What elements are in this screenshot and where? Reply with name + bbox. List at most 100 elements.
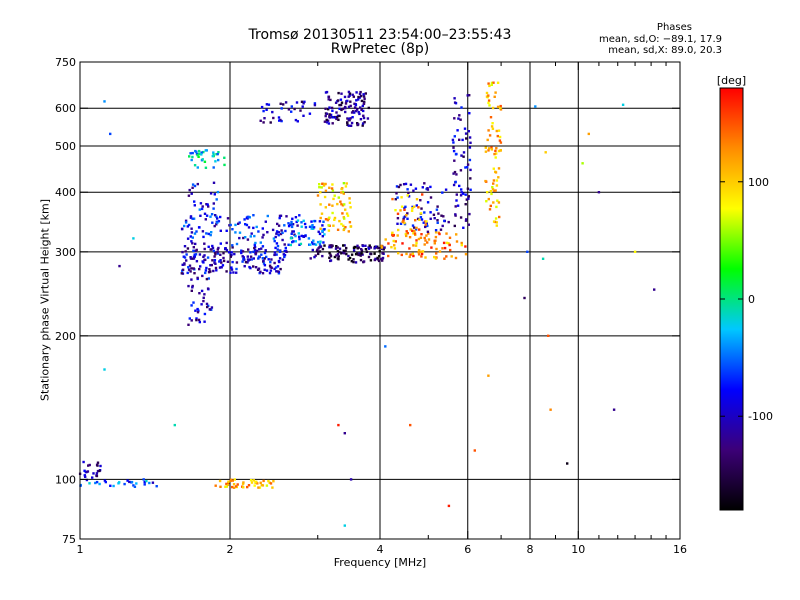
scatter-point [534,105,537,108]
scatter-point [453,101,457,104]
scatter-point [185,259,188,262]
scatter-point [197,149,201,153]
colorbar-tick-label: -100 [748,410,773,423]
scatter-point [263,268,266,271]
scatter-point [453,135,456,138]
scatter-point [189,152,192,155]
scatter-point [496,134,499,138]
scatter-point [462,155,465,158]
x-axis-label: Frequency [MHz] [333,556,427,569]
scatter-point [223,163,226,167]
scatter-point [238,221,241,224]
scatter-point [259,481,262,484]
scatter-point [233,252,236,256]
scatter-point [200,153,203,156]
scatter-point [194,242,197,246]
scatter-point [487,149,490,152]
scatter-point [192,267,195,270]
scatter-point [439,228,443,231]
scatter-point [420,255,423,258]
scatter-point [207,245,210,248]
scatter-point [173,423,176,427]
scatter-point [219,229,222,232]
scatter-point [374,257,377,261]
scatter-point [270,258,273,261]
scatter-point [231,228,234,231]
scatter-point [231,246,234,249]
scatter-point [206,305,209,309]
scatter-point [342,216,345,219]
scatter-point [458,114,461,117]
scatter-point [193,232,197,235]
scatter-point [254,253,257,256]
scatter-point [231,485,234,489]
scatter-point [142,478,145,481]
scatter-point [340,92,343,95]
scatter-point [94,481,97,485]
scatter-point [420,233,423,236]
scatter-point [491,122,494,125]
scatter-point [123,482,126,486]
scatter-point [336,116,339,119]
scatter-point [434,239,437,242]
scatter-point [216,251,219,254]
scatter-point [128,480,131,484]
scatter-point [244,261,248,264]
scatter-point [262,233,265,237]
scatter-point [493,95,496,98]
scatter-point [347,95,350,98]
scatter-point [191,186,194,189]
scatter-point [312,226,316,229]
scatter-point [210,213,214,216]
scatter-point [290,223,293,226]
scatter-point [257,267,261,270]
scatter-point [417,253,421,256]
scatter-point [346,123,349,126]
scatter-point [214,160,217,163]
scatter-point [489,116,493,119]
scatter-point [460,106,463,109]
scatter-point [340,203,343,206]
scatter-point [211,246,215,250]
scatter-point [381,259,384,262]
scatter-point [230,251,233,254]
scatter-point [193,184,197,188]
scatter-point [346,117,349,120]
scatter-point [298,243,301,246]
scatter-point [231,244,234,247]
scatter-point [192,217,196,220]
scatter-point [327,224,330,227]
scatter-point [269,260,272,264]
scatter-point [432,213,436,216]
scatter-point [380,247,384,251]
scatter-point [303,222,307,226]
scatter-point [499,104,502,108]
scatter-point [473,449,476,452]
scatter-point [450,255,453,258]
scatter-point [464,219,468,222]
scatter-point [318,232,322,236]
scatter-point [197,155,200,158]
scatter-point [248,216,251,219]
scatter-point [83,474,86,477]
scatter-point [209,215,212,218]
scatter-point [328,186,331,189]
scatter-point [302,235,305,238]
scatter-point [331,211,334,215]
scatter-point [363,97,366,100]
scatter-point [273,239,276,243]
scatter-point [262,109,265,113]
scatter-point [436,205,439,208]
phase-stat-o: mean, sd,O: −89.1, 17.9 [599,34,722,45]
scatter-point [349,124,353,127]
scatter-point [183,263,186,266]
scatter-point [357,123,360,126]
scatter-point [402,219,405,222]
scatter-point [264,220,267,223]
scatter-point [490,81,494,85]
scatter-point [226,217,230,220]
scatter-point [198,208,201,211]
scatter-point [381,251,384,255]
scatter-point [427,232,430,235]
scatter-point [196,166,199,169]
